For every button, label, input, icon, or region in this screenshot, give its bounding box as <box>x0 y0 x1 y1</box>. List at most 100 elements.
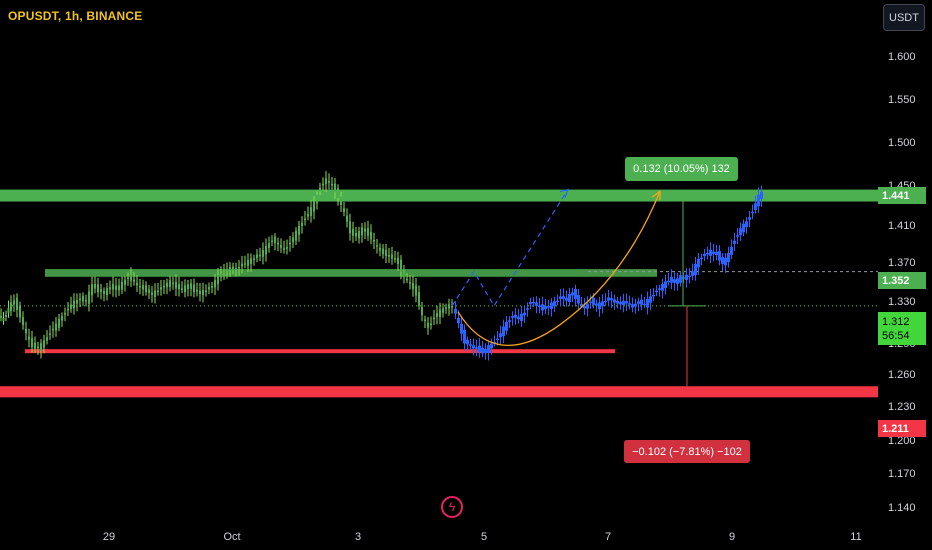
projection-candle <box>664 281 667 289</box>
projection-candle <box>610 298 613 301</box>
projection-candle <box>487 345 490 353</box>
x-tick-label: 11 <box>850 531 861 543</box>
candle <box>376 245 378 247</box>
projection-candle <box>520 313 523 322</box>
candle <box>88 291 90 304</box>
projection-candle <box>757 194 760 207</box>
x-tick-label: Oct <box>223 531 240 543</box>
projection-candle <box>622 300 625 305</box>
projection-candle <box>655 290 658 293</box>
candle <box>298 225 300 235</box>
candle <box>169 280 171 288</box>
candle <box>163 285 165 288</box>
projection-candle <box>514 314 517 318</box>
projection-candle <box>481 347 484 354</box>
projection-candle <box>490 343 493 349</box>
projection-candle <box>472 345 475 349</box>
candle <box>193 284 195 293</box>
candle <box>145 285 147 293</box>
candle <box>421 306 423 316</box>
candle <box>184 285 186 293</box>
projection-candle <box>700 257 703 260</box>
projection-candle <box>583 305 586 309</box>
candle <box>445 307 447 309</box>
projection-candle <box>667 280 670 283</box>
projection-candle <box>670 276 673 283</box>
candle <box>115 285 117 290</box>
candle <box>142 285 144 290</box>
x-tick-label: 5 <box>481 531 487 543</box>
projection-candle <box>649 296 652 303</box>
projection-candle <box>505 321 508 331</box>
candle <box>46 337 48 341</box>
candle <box>178 284 180 290</box>
candle <box>124 279 126 285</box>
currency-button[interactable]: USDT <box>883 4 925 31</box>
projection-candle <box>496 338 499 341</box>
projection-candle <box>475 347 478 349</box>
candle <box>337 188 339 198</box>
candle <box>2 318 5 321</box>
projection-candle <box>607 297 610 301</box>
candle <box>358 231 360 239</box>
projection-candle <box>523 312 526 316</box>
candle <box>397 257 399 264</box>
projection-candle <box>679 275 682 283</box>
candle <box>70 304 72 309</box>
candle <box>319 187 321 192</box>
candle <box>85 299 87 302</box>
candle <box>139 285 141 288</box>
candle <box>316 194 318 204</box>
candle <box>157 290 159 293</box>
mid-zone <box>45 269 657 277</box>
projection-candle <box>589 301 592 304</box>
x-tick-label: 9 <box>729 531 735 543</box>
candle <box>265 246 267 255</box>
y-tick-label: 1.410 <box>888 220 916 232</box>
candle <box>391 254 393 259</box>
candle <box>253 258 255 260</box>
candle <box>187 284 189 289</box>
candle <box>208 287 210 290</box>
projection-candle <box>676 278 679 284</box>
candle <box>343 208 345 212</box>
current-price: 1.312 <box>882 315 910 328</box>
projection-candle <box>562 296 565 299</box>
candle <box>76 300 78 304</box>
projection-candle <box>751 211 754 214</box>
y-tick-label: 1.230 <box>888 401 916 413</box>
candle <box>379 247 381 251</box>
candle <box>73 300 75 309</box>
candle <box>205 290 207 293</box>
candle <box>67 308 69 311</box>
candle <box>325 178 327 185</box>
candle <box>148 289 150 293</box>
projection-candle <box>577 295 580 304</box>
candle <box>118 285 120 291</box>
flash-icon[interactable]: ϟ <box>441 496 463 518</box>
projection-candle <box>529 301 532 305</box>
projection-candle <box>754 203 757 210</box>
candle <box>349 221 351 234</box>
projection-candle <box>724 257 727 266</box>
candle <box>130 273 132 281</box>
candle <box>22 317 24 326</box>
candle <box>280 245 282 248</box>
projection-candle <box>502 326 505 337</box>
projection-candle <box>547 305 550 308</box>
support-zone <box>0 386 878 398</box>
resistance-price-tag: 1.441 <box>878 187 926 204</box>
candle <box>307 214 309 217</box>
candle <box>19 305 21 318</box>
projection-curve <box>457 191 661 346</box>
candle-series <box>0 171 453 359</box>
projection-candle <box>760 191 763 199</box>
y-tick-label: 1.170 <box>888 468 916 480</box>
candle <box>283 248 285 250</box>
projection-candle <box>718 251 721 261</box>
projection-candle <box>646 299 649 308</box>
projection-candle <box>580 303 583 306</box>
projection-candle <box>463 329 466 344</box>
y-tick-label: 1.330 <box>888 296 916 308</box>
